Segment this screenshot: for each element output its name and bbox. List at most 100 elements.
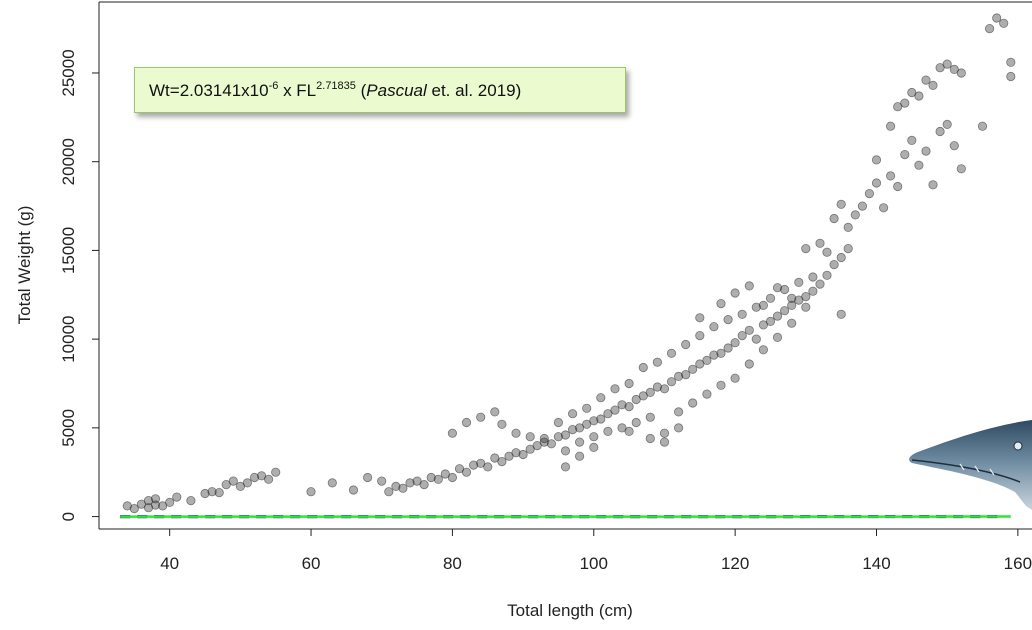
data-point [751, 334, 761, 344]
data-point [949, 141, 959, 151]
data-point [631, 417, 641, 428]
data-point [129, 503, 139, 514]
data-point [582, 403, 592, 413]
equation-prefix: Wt=2.03141x10 [149, 81, 269, 100]
data-point [150, 500, 161, 510]
data-point [143, 503, 154, 513]
data-point [483, 462, 493, 472]
data-point [476, 458, 486, 468]
data-point [553, 432, 564, 442]
data-point [921, 75, 931, 85]
data-point [574, 451, 585, 461]
data-point [525, 432, 535, 442]
x-tick-label: 140 [862, 554, 890, 573]
data-point [836, 309, 846, 319]
data-point [709, 350, 719, 360]
data-point [490, 453, 500, 463]
data-point [779, 306, 790, 316]
y-tick-label: 0 [59, 512, 78, 521]
data-point [645, 387, 655, 397]
data-point [1006, 57, 1016, 67]
data-point [836, 199, 846, 209]
data-point [716, 298, 726, 309]
data-point [914, 91, 924, 101]
data-point [150, 494, 161, 504]
data-point [659, 428, 670, 438]
data-point [843, 244, 853, 254]
data-point [610, 405, 620, 415]
data-point [779, 284, 790, 295]
data-point [624, 378, 634, 389]
data-point [476, 412, 486, 422]
data-point [1006, 71, 1016, 82]
data-point [447, 472, 457, 483]
y-tick-label: 5000 [59, 409, 78, 447]
y-axis-title: Total Weight (g) [15, 206, 34, 325]
data-point [447, 428, 457, 438]
data-point [681, 339, 691, 350]
data-point [398, 483, 408, 493]
data-point [942, 59, 952, 69]
data-point [984, 24, 995, 34]
data-point [589, 432, 599, 442]
data-point [999, 18, 1009, 28]
data-point [900, 98, 910, 108]
data-point [497, 456, 507, 467]
x-axis: 40 60 80 100 120 140 160 [160, 529, 1032, 573]
data-point [716, 348, 726, 358]
data-point [610, 384, 620, 394]
data-point [242, 478, 252, 488]
data-point [631, 394, 641, 405]
data-point [709, 322, 719, 332]
data-point [200, 488, 210, 499]
data-point [652, 382, 663, 392]
data-point [249, 472, 260, 483]
data-point [673, 423, 684, 433]
data-point [822, 270, 832, 280]
data-point [645, 433, 655, 444]
data-point [695, 359, 705, 369]
data-point [850, 210, 860, 220]
y-tick-label: 20000 [59, 138, 78, 185]
equation-mid: x FL [278, 81, 317, 100]
data-point [893, 181, 903, 192]
data-point [815, 279, 825, 289]
data-point [928, 180, 938, 190]
data-point [688, 398, 698, 408]
data-point [207, 487, 217, 497]
data-point [624, 401, 634, 412]
data-point [744, 281, 754, 291]
data-point [702, 355, 712, 365]
data-point [574, 437, 585, 447]
data-point [666, 348, 677, 358]
data-point [673, 371, 684, 381]
data-point [942, 119, 952, 130]
data-point [461, 467, 472, 477]
data-point [603, 426, 613, 436]
data-point [758, 345, 769, 355]
data-point [433, 474, 443, 484]
data-point [405, 478, 415, 488]
data-point [214, 487, 224, 498]
data-point [617, 400, 627, 410]
equation-open: ( [355, 81, 367, 100]
data-point [857, 201, 868, 211]
data-point [808, 272, 818, 282]
equation-annotation: Wt=2.03141x10-6 x FL2.71835 (Pascual et.… [134, 67, 626, 113]
data-point [263, 474, 274, 484]
data-point [730, 288, 740, 298]
x-tick-label: 40 [160, 554, 179, 573]
data-point [878, 203, 889, 213]
data-point [765, 316, 776, 326]
data-point [716, 380, 726, 390]
data-point [468, 460, 479, 470]
data-point [737, 330, 747, 341]
data-point [271, 467, 281, 477]
scatter-points [122, 13, 1016, 514]
data-point [574, 423, 585, 433]
data-point [673, 407, 684, 417]
data-point [730, 373, 740, 383]
data-point [624, 426, 634, 436]
data-point [772, 311, 783, 321]
